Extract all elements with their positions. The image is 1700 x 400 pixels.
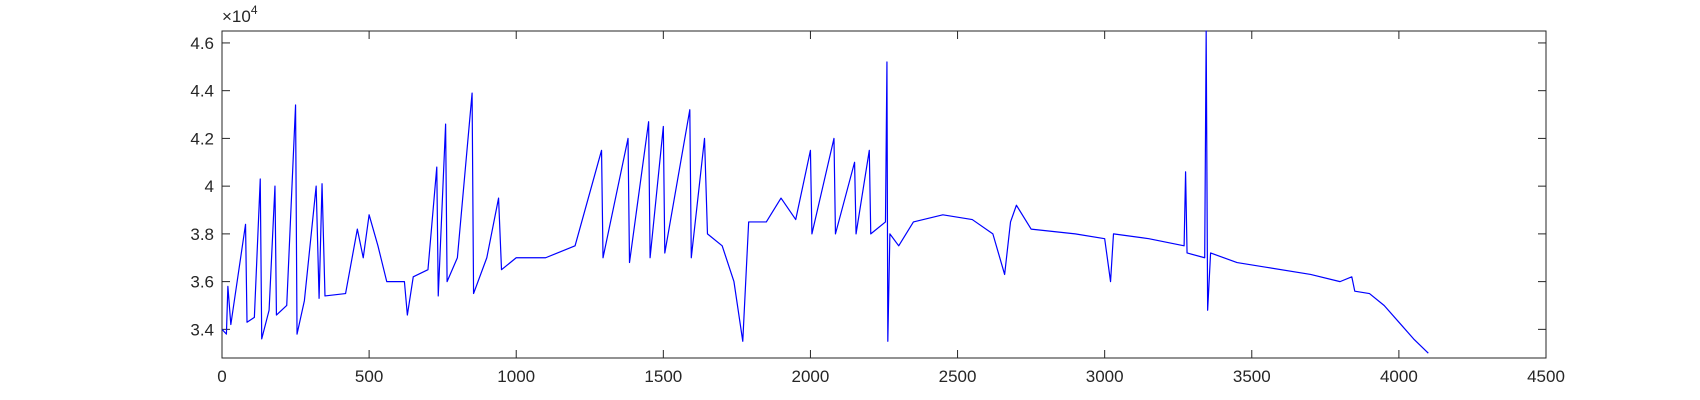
y-tick-label: 3.4 <box>190 320 214 339</box>
y-tick-label: 4.4 <box>190 82 214 101</box>
y-tick-label: 3.6 <box>190 273 214 292</box>
x-tick-label: 3000 <box>1086 367 1124 386</box>
y-tick-label: 3.8 <box>190 225 214 244</box>
x-tick-label: 0 <box>217 367 226 386</box>
x-tick-label: 4000 <box>1380 367 1418 386</box>
data-line <box>221 30 1429 354</box>
y-tick-label: 4.2 <box>190 129 214 148</box>
y-multiplier-power: 4 <box>251 3 258 17</box>
x-tick-label: 500 <box>355 367 383 386</box>
y-tick-label: 4 <box>205 177 214 196</box>
axes-box <box>221 30 1547 359</box>
x-tick-label: 4500 <box>1527 367 1565 386</box>
x-tick-label: 2500 <box>939 367 977 386</box>
x-tick-label: 1500 <box>644 367 682 386</box>
x-tick-label: 3500 <box>1233 367 1271 386</box>
y-multiplier: ×104 <box>222 3 258 26</box>
x-tick-label: 2000 <box>792 367 830 386</box>
x-tick-label: 1000 <box>497 367 535 386</box>
y-multiplier-base: ×10 <box>222 7 251 26</box>
y-tick-label: 4.6 <box>190 34 214 53</box>
